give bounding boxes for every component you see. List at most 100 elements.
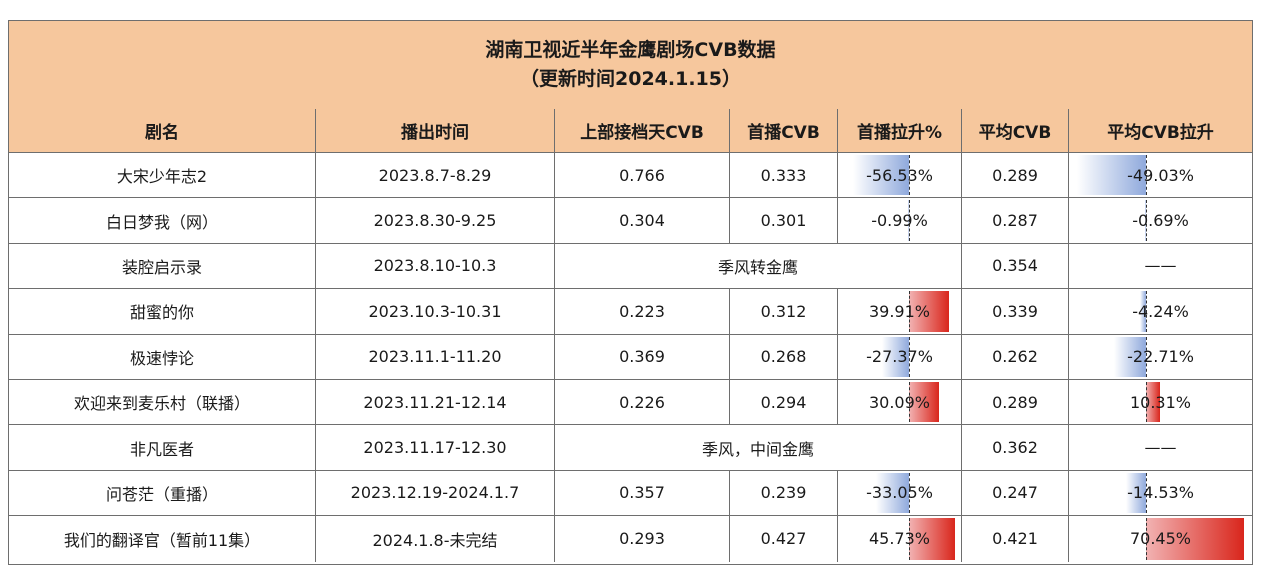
positive-bar: [1145, 518, 1245, 560]
cell-value: 0.362: [992, 438, 1038, 458]
cell-value: 大宋少年志2: [116, 167, 208, 187]
cell-value: -22.71%: [1127, 347, 1194, 367]
positive-bar: [1145, 382, 1161, 423]
positive-bar: [909, 382, 940, 423]
zero-axis: [1145, 155, 1147, 196]
cvb-data-table: 湖南卫视近半年金鹰剧场CVB数据 （更新时间2024.1.15） 剧名 播出时间 上…: [8, 20, 1253, 565]
zero-axis: [1145, 518, 1147, 560]
cell-drama-name: 非凡医者: [9, 425, 316, 470]
cell-prev-cvb: 0.293: [555, 516, 730, 562]
cell-drama-name: 极速悖论: [9, 334, 316, 379]
cell-avg-rise: ——: [1069, 425, 1252, 469]
zero-axis: [909, 472, 911, 514]
cell-avg-cvb: 0.354: [962, 243, 1069, 289]
zero-axis: [909, 336, 911, 377]
header-label: 剧名: [145, 123, 179, 143]
table-row: 装腔启示录 2023.8.10-10.3 季风转金鹰 0.354 ——: [9, 243, 1252, 290]
title-line-1: 湖南卫视近半年金鹰剧场CVB数据: [485, 39, 776, 61]
table-row: 白日梦我（网） 2023.8.30-9.25 0.304 0.301 -0.99% 0.2…: [9, 198, 1252, 244]
cell-value: 0.766: [619, 165, 665, 185]
cell-prev-cvb: 0.223: [555, 289, 730, 334]
cell-first-rise: 30.09%: [838, 380, 962, 425]
cell-first-rise: 45.73%: [838, 516, 962, 562]
cell-value: 欢迎来到麦乐村（联播）: [73, 394, 250, 414]
cell-first-rise: -0.99%: [838, 198, 962, 243]
cell-value: 0.357: [619, 483, 665, 503]
zero-axis: [1145, 382, 1147, 423]
cell-avg-cvb: 0.339: [962, 289, 1069, 334]
cell-air-time: 2023.8.7-8.29: [316, 153, 555, 198]
zero-axis: [1145, 200, 1147, 241]
cell-value: 0.333: [760, 165, 807, 185]
cell-value: 2024.1.8-未完结: [372, 530, 498, 550]
cell-value: ——: [1144, 256, 1177, 276]
cell-value: -0.99%: [871, 211, 928, 231]
cell-value: 2023.12.19-2024.1.7: [350, 483, 520, 503]
cell-value: 0.312: [760, 301, 807, 321]
negative-bar: [1144, 200, 1146, 241]
cell-avg-rise: ——: [1069, 244, 1252, 288]
merged-note: 季风转金鹰: [555, 243, 962, 289]
cell-drama-name: 白日梦我（网）: [9, 198, 316, 243]
cell-value: 0.262: [992, 347, 1038, 367]
cell-air-time: 2023.10.3-10.31: [316, 289, 555, 334]
cell-value: 2023.11.17-12.30: [363, 438, 507, 458]
header-drama-name: 剧名: [9, 109, 316, 152]
cell-drama-name: 大宋少年志2: [9, 153, 316, 198]
cell-first-cvb: 0.427: [730, 516, 838, 562]
cell-value: 10.31%: [1129, 392, 1191, 412]
cell-value: 0.421: [992, 529, 1038, 549]
header-avg-cvb: 平均CVB: [962, 109, 1069, 152]
zero-axis: [909, 382, 911, 423]
zero-axis: [1145, 336, 1147, 377]
zero-axis: [1145, 291, 1147, 332]
cell-value: 2023.8.10-10.3: [373, 256, 497, 276]
cell-first-cvb: 0.294: [730, 380, 838, 425]
cell-air-time: 2023.8.10-10.3: [316, 243, 555, 289]
cell-avg-rise: -49.03%: [1069, 153, 1252, 197]
table-row: 非凡医者 2023.11.17-12.30 季风，中间金鹰 0.362 ——: [9, 425, 1252, 471]
positive-bar: [909, 291, 950, 332]
cell-first-cvb: 0.268: [730, 334, 838, 379]
cell-value: -33.05%: [866, 483, 933, 503]
cell-avg-cvb: 0.289: [962, 380, 1069, 425]
cell-value: -14.53%: [1127, 483, 1194, 503]
cell-value: -4.24%: [1132, 301, 1189, 321]
cell-value: 0.268: [760, 347, 807, 367]
cell-air-time: 2023.8.30-9.25: [316, 198, 555, 243]
cell-avg-cvb: 0.421: [962, 516, 1069, 562]
negative-bar: [881, 336, 910, 377]
cell-avg-cvb: 0.247: [962, 470, 1069, 516]
table-row: 我们的翻译官（暂前11集） 2024.1.8-未完结 0.293 0.427 45.73…: [9, 516, 1252, 562]
cell-first-cvb: 0.301: [730, 198, 838, 243]
cell-value: 0.354: [992, 256, 1038, 276]
negative-bar: [852, 155, 910, 196]
cell-value: 0.287: [992, 211, 1038, 231]
cell-value: 0.301: [760, 211, 807, 231]
cell-value: -27.37%: [866, 347, 933, 367]
cell-avg-rise: -22.71%: [1069, 335, 1252, 379]
cell-first-rise: -56.53%: [838, 153, 962, 198]
table-row: 极速悖论 2023.11.1-11.20 0.369 0.268 -27.37% 0.26…: [9, 334, 1252, 380]
cell-avg-rise: -4.24%: [1069, 289, 1252, 333]
cell-prev-cvb: 0.357: [555, 470, 730, 516]
zero-axis: [909, 200, 911, 241]
cell-value: 甜蜜的你: [129, 303, 194, 323]
zero-axis: [909, 155, 911, 196]
cell-value: 0.289: [992, 392, 1038, 412]
cell-value: 季风转金鹰: [717, 257, 798, 277]
header-prev-cvb: 上部接档天CVB: [555, 109, 730, 152]
cell-drama-name: 我们的翻译官（暂前11集）: [9, 516, 316, 562]
header-label: 上部接档天CVB: [580, 123, 704, 143]
cell-drama-name: 问苍茫（重播）: [9, 470, 316, 516]
cell-avg-cvb: 0.287: [962, 198, 1069, 243]
cell-avg-rise: -14.53%: [1069, 471, 1252, 515]
cell-avg-cvb: 0.289: [962, 153, 1069, 198]
cell-air-time: 2023.11.21-12.14: [316, 380, 555, 425]
cell-value: 0.293: [619, 529, 665, 549]
cell-value: 非凡医者: [129, 439, 194, 459]
cell-value: 0.304: [619, 211, 665, 231]
negative-bar: [876, 472, 910, 514]
cell-avg-rise: 10.31%: [1069, 380, 1252, 424]
cell-first-cvb: 0.333: [730, 153, 838, 198]
